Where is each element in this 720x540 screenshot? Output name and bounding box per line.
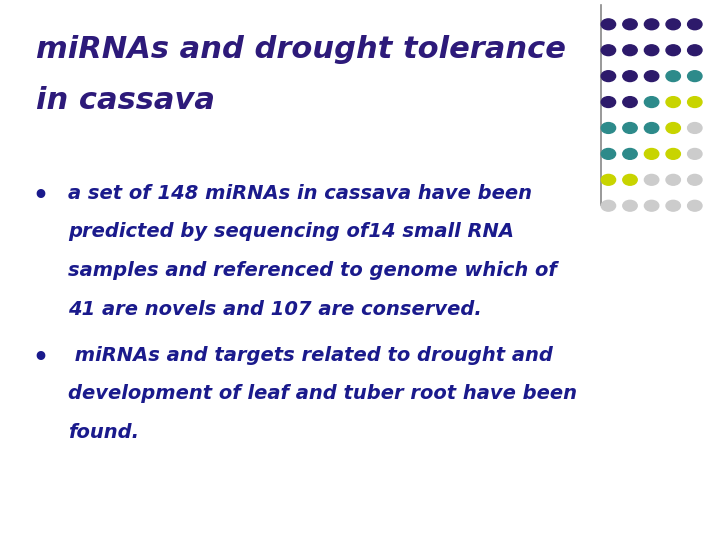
Text: development of leaf and tuber root have been: development of leaf and tuber root have … [68,384,577,403]
Circle shape [601,123,616,133]
Text: found.: found. [68,423,140,442]
Circle shape [601,71,616,82]
Circle shape [688,123,702,133]
Circle shape [644,19,659,30]
Circle shape [601,200,616,211]
Circle shape [623,97,637,107]
Circle shape [623,19,637,30]
Circle shape [644,71,659,82]
Circle shape [688,71,702,82]
Text: samples and referenced to genome which of: samples and referenced to genome which o… [68,261,557,280]
Circle shape [666,174,680,185]
Circle shape [688,200,702,211]
Circle shape [688,97,702,107]
Circle shape [644,174,659,185]
Text: a set of 148 miRNAs in cassava have been: a set of 148 miRNAs in cassava have been [68,184,532,202]
Circle shape [601,174,616,185]
Text: in cassava: in cassava [36,86,215,116]
Circle shape [644,97,659,107]
Circle shape [666,148,680,159]
Text: 41 are novels and 107 are conserved.: 41 are novels and 107 are conserved. [68,300,482,319]
Circle shape [644,123,659,133]
Circle shape [623,45,637,56]
Circle shape [666,123,680,133]
Text: miRNAs and targets related to drought and: miRNAs and targets related to drought an… [68,346,553,365]
Circle shape [688,174,702,185]
Circle shape [666,200,680,211]
Text: miRNAs and drought tolerance: miRNAs and drought tolerance [36,35,566,64]
Circle shape [623,71,637,82]
Circle shape [666,97,680,107]
Circle shape [601,19,616,30]
Circle shape [623,148,637,159]
Circle shape [666,19,680,30]
Circle shape [601,97,616,107]
Circle shape [644,200,659,211]
Circle shape [623,174,637,185]
Circle shape [666,45,680,56]
Circle shape [688,19,702,30]
Text: •: • [32,346,48,369]
Circle shape [623,123,637,133]
Text: predicted by sequencing of14 small RNA: predicted by sequencing of14 small RNA [68,222,514,241]
Circle shape [688,148,702,159]
Circle shape [601,45,616,56]
Circle shape [623,200,637,211]
Circle shape [688,45,702,56]
Circle shape [644,148,659,159]
Circle shape [601,148,616,159]
Text: •: • [32,184,48,207]
Circle shape [644,45,659,56]
Circle shape [666,71,680,82]
